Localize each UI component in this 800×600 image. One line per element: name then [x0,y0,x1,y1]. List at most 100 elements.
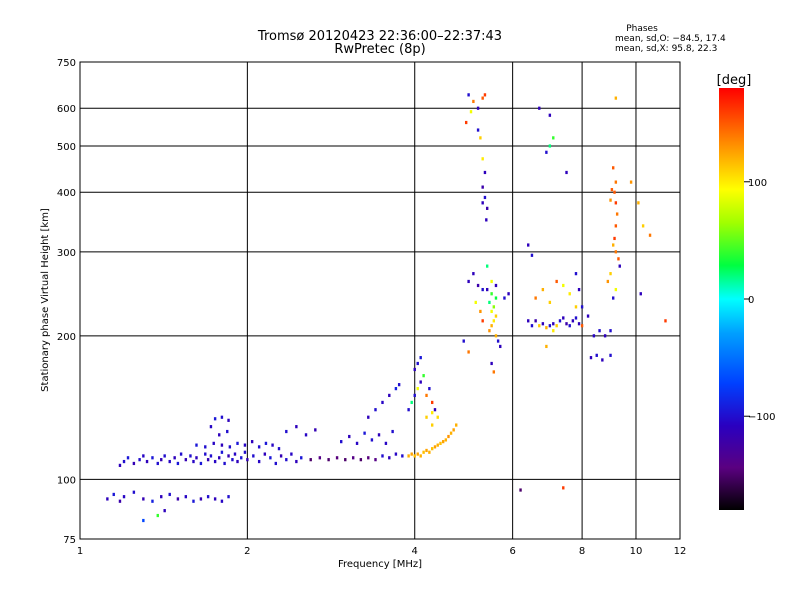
data-point [492,370,496,374]
data-point [160,495,163,499]
data-point [416,387,419,391]
data-point [145,459,149,464]
data-point [648,233,652,237]
data-point [562,486,565,490]
data-point [195,456,198,460]
data-point [507,292,510,296]
x-tick-label: 1 [77,546,83,557]
data-point [176,497,180,501]
data-point [492,305,496,309]
data-point [613,236,616,241]
data-point [189,454,192,458]
data-point [606,279,610,284]
data-point [538,106,541,110]
data-point [552,322,555,326]
data-point [118,463,122,467]
data-point [469,110,473,114]
data-point [213,417,217,421]
data-point [285,429,288,434]
data-point [485,206,489,210]
data-point [407,408,410,412]
data-point [279,454,283,458]
data-point [490,324,493,328]
data-point [476,128,480,132]
data-point [370,438,374,442]
data-point [568,292,571,296]
data-point [481,96,484,100]
data-point [213,497,217,501]
data-point [218,433,221,437]
data-point [206,495,210,499]
data-point [290,452,293,456]
data-point [541,322,545,326]
data-point [263,452,267,456]
data-point [637,201,640,205]
data-point [545,344,548,349]
x-tick-label: 6 [509,546,515,557]
data-point [335,456,339,460]
data-point [467,350,470,354]
data-point [407,454,410,458]
data-point [394,452,398,456]
data-point [496,339,500,343]
data-point [494,283,498,288]
data-point [126,456,130,460]
data-point [472,272,475,276]
data-point [374,408,377,412]
grid [80,62,680,539]
data-point [530,253,534,257]
data-point [541,287,545,292]
data-point [220,499,224,503]
data-point [264,441,268,445]
data-point [388,456,391,460]
colorbar [719,88,744,510]
x-tick-label: 4 [412,546,418,557]
y-axis: 75 100 200 300 400 500 600 750 [57,58,76,546]
data-point [548,300,552,305]
data-point [485,264,489,268]
x-axis-label: Frequency [MHz] [338,559,422,570]
y-tick-label: 75 [63,535,76,546]
data-point [192,499,195,503]
data-point [410,452,413,456]
data-point [377,433,381,437]
phases-o-stats: mean, sd,O: −84.5, 17.4 [615,34,726,44]
data-point [246,458,249,462]
data-point [565,170,568,175]
data-point [609,198,612,202]
data-point [204,452,207,456]
data-point [257,459,261,464]
data-point [562,283,565,288]
data-point [151,499,154,503]
data-point [168,492,171,497]
data-point [240,456,243,460]
data-point [160,458,163,462]
data-point [481,157,484,161]
data-point [574,272,578,276]
colorbar-label: [deg] [717,73,752,88]
data-point [617,257,620,261]
data-point [212,441,215,445]
y-tick-label: 400 [57,188,76,199]
data-point [601,358,604,362]
data-point [163,509,166,513]
data-point [413,393,416,398]
data-point [580,324,584,328]
data-point [589,356,593,360]
data-point [534,319,537,323]
data-point [428,387,431,391]
data-point [257,445,261,449]
data-point [481,319,484,323]
data-point [449,431,453,435]
data-point [359,458,363,462]
data-point [195,443,198,447]
data-point [614,224,618,228]
colorbar-tick-label: −100 [748,412,775,423]
data-point [474,300,477,305]
data-point [574,305,578,309]
data-point [156,461,159,466]
data-point [106,497,109,501]
data-point [344,458,347,462]
data-point [252,454,255,458]
data-point [204,445,207,449]
